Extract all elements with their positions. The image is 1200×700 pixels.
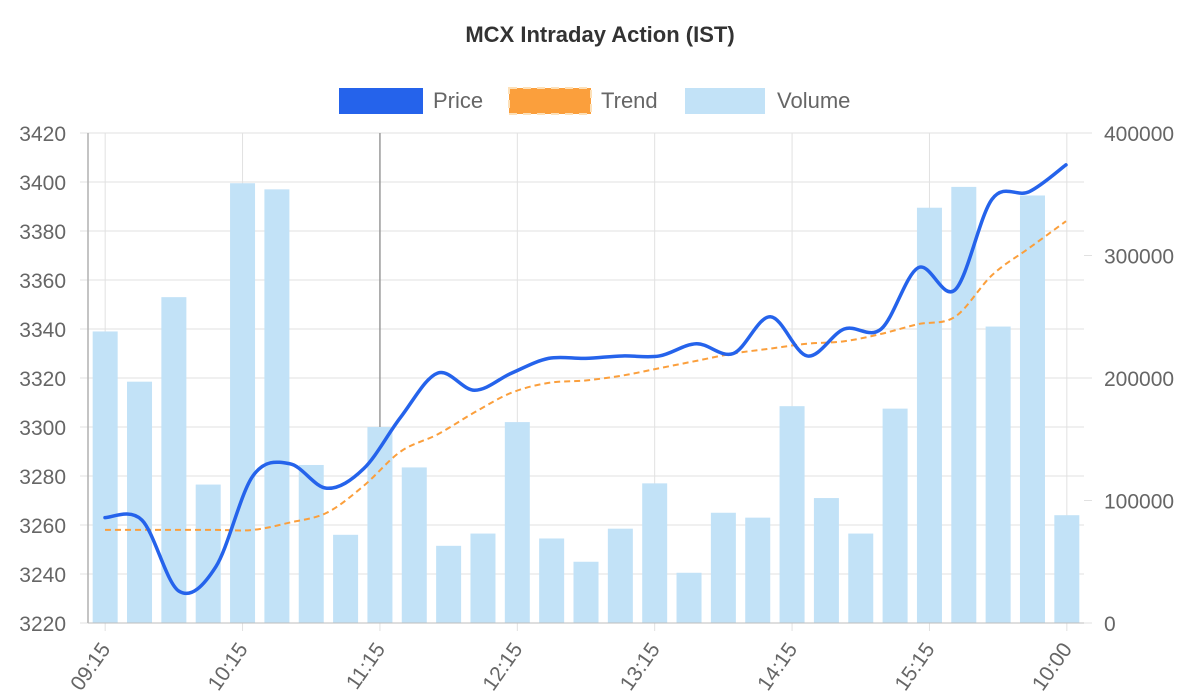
y-left-tick-label: 3360 — [19, 270, 66, 293]
y-left-tick-label: 3220 — [19, 613, 66, 636]
volume-bar — [161, 297, 187, 623]
x-tick-label: 12:15 — [478, 639, 527, 695]
volume-bar — [882, 408, 908, 623]
volume-bar — [367, 427, 393, 623]
y-right-tick-label: 0 — [1104, 613, 1116, 636]
volume-bar — [710, 512, 736, 623]
y-left-tick-label: 3300 — [19, 417, 66, 440]
y-left-tick-label: 3280 — [19, 466, 66, 489]
volume-bar — [92, 331, 118, 623]
volume-bar — [745, 517, 771, 623]
x-tick-label: 10:15 — [204, 639, 253, 695]
legend-swatch-trend — [509, 88, 591, 114]
y-left-tick-label: 3320 — [19, 368, 66, 391]
chart-title: MCX Intraday Action (IST) — [465, 22, 734, 47]
legend: Price Trend Volume — [339, 87, 850, 115]
volume-bar — [230, 183, 256, 623]
y-left-tick-label: 3240 — [19, 564, 66, 587]
volume-bar — [607, 528, 633, 623]
volume-bar — [779, 406, 805, 623]
y-right-tick-label: 300000 — [1104, 246, 1174, 269]
x-tick-label: 14:15 — [753, 639, 802, 695]
volume-bar — [333, 534, 359, 623]
legend-label-trend: Trend — [601, 88, 658, 113]
y-right-tick-label: 200000 — [1104, 368, 1174, 391]
volume-bar — [436, 545, 462, 623]
legend-swatch-trend-dash — [508, 87, 592, 115]
volume-bar — [127, 381, 153, 623]
volume-bar — [848, 533, 874, 623]
y-left-tick-label: 3380 — [19, 221, 66, 244]
y-left-tick-label: 3260 — [19, 515, 66, 538]
volume-bar — [470, 533, 496, 623]
volume-bar — [264, 189, 290, 623]
volume-bar — [504, 422, 530, 623]
trend-line — [105, 220, 1067, 532]
volume-bar — [401, 467, 427, 623]
y-right-tick-label: 100000 — [1104, 491, 1174, 514]
x-tick-label: 09:15 — [66, 639, 115, 695]
x-tick-label: 10:00 — [1028, 639, 1077, 695]
volume-bar — [951, 186, 977, 623]
x-tick-label: 15:15 — [891, 639, 940, 695]
volume-bar — [813, 498, 839, 623]
y-left-tick-label: 3340 — [19, 319, 66, 342]
volume-bar — [916, 207, 942, 623]
volume-bar — [195, 484, 221, 623]
price-line — [103, 163, 1068, 596]
volume-bar — [298, 464, 324, 623]
legend-label-volume: Volume — [777, 88, 850, 113]
y-left-tick-label: 3420 — [19, 123, 66, 146]
legend-label-price: Price — [433, 88, 483, 113]
legend-swatch-price — [339, 88, 423, 114]
volume-bar — [676, 572, 702, 623]
x-tick-label: 13:15 — [616, 639, 665, 695]
y-left-tick-label: 3400 — [19, 172, 66, 195]
volume-bar — [985, 326, 1011, 623]
lines — [103, 163, 1068, 596]
volume-bar — [1019, 195, 1045, 623]
x-tick-label: 11:15 — [342, 639, 390, 694]
volume-bar — [573, 561, 599, 623]
legend-swatch-volume — [685, 88, 765, 114]
volume-bar — [1054, 515, 1080, 623]
y-right-tick-label: 400000 — [1104, 123, 1174, 146]
volume-bars — [92, 183, 1080, 623]
volume-bar — [642, 483, 668, 623]
volume-bar — [539, 538, 565, 623]
